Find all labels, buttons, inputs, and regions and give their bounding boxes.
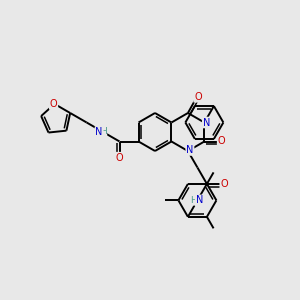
Text: O: O xyxy=(50,99,57,109)
Text: N: N xyxy=(95,127,103,137)
Text: O: O xyxy=(116,153,123,163)
Text: O: O xyxy=(220,179,228,189)
Text: H: H xyxy=(100,127,106,136)
Text: N: N xyxy=(186,145,194,155)
Text: N: N xyxy=(196,195,203,206)
Text: N: N xyxy=(203,118,210,128)
Text: O: O xyxy=(194,92,202,102)
Text: O: O xyxy=(218,136,225,146)
Text: H: H xyxy=(190,196,197,205)
